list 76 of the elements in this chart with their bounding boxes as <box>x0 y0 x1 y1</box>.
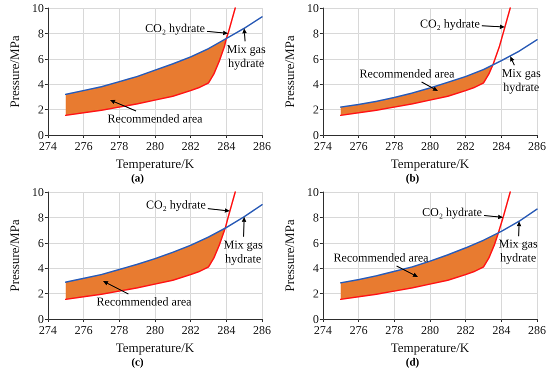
y-tick-label: 8 <box>312 26 319 40</box>
x-tick-label: 286 <box>528 139 546 153</box>
x-tick-label: 280 <box>420 323 439 337</box>
x-tick-label: 276 <box>350 323 368 337</box>
text: (c) <box>131 356 144 368</box>
annotation: CO₂ hydrate <box>422 204 482 219</box>
text: (a) <box>131 172 144 184</box>
x-tick-label: 284 <box>492 139 510 153</box>
y-tick-label: 0 <box>38 312 44 326</box>
x-tick-label: 282 <box>456 139 475 153</box>
y-axis-title: Pressure/MPa <box>282 35 297 108</box>
y-tick-label: 2 <box>312 102 319 117</box>
x-tick-label: 280 <box>146 139 164 153</box>
annotation: Mix gas hydrate <box>498 236 538 265</box>
y-axis-title: Pressure/MPa <box>7 35 22 108</box>
x-tick-label: 274 <box>38 139 57 153</box>
x-tick-label: 286 <box>528 323 546 337</box>
text: (b) <box>406 172 420 184</box>
annotation: Mix gas hydrate <box>226 42 266 70</box>
x-axis-title: Temperature/K <box>116 340 195 355</box>
y-tick-label: 2 <box>38 102 44 117</box>
annotation: CO₂ hydrate <box>145 20 206 35</box>
y-tick-label: 10 <box>306 1 319 15</box>
y-axis-title: Pressure/MPa <box>282 219 297 292</box>
text: (d) <box>406 356 420 368</box>
y-axis-title: Pressure/MPa <box>7 219 22 292</box>
x-tick-label: 280 <box>146 323 164 337</box>
y-tick-label: 8 <box>312 210 319 224</box>
x-tick-label: 276 <box>74 323 93 337</box>
y-tick-label: 6 <box>38 236 44 250</box>
annotation: Recommended area <box>334 250 430 264</box>
y-tick-label: 0 <box>312 128 319 142</box>
x-tick-label: 278 <box>385 323 404 337</box>
x-tick-label: 274 <box>314 323 332 337</box>
annotation: Mix gas hydrate <box>502 66 542 94</box>
x-tick-label: 282 <box>182 323 200 337</box>
y-tick-label: 0 <box>38 128 44 142</box>
x-tick-label: 278 <box>110 139 128 153</box>
x-tick-label: 276 <box>74 139 93 153</box>
annotation: CO₂ hydrate <box>146 198 206 212</box>
y-tick-label: 6 <box>38 52 44 66</box>
y-tick-label: 4 <box>312 261 319 276</box>
x-tick-label: 278 <box>110 323 128 337</box>
x-tick-label: 274 <box>314 139 332 153</box>
x-tick-label: 274 <box>38 323 57 337</box>
annotation: Mix gas hydrate <box>224 237 263 266</box>
annotation: CO₂ hydrate <box>420 16 480 31</box>
x-tick-label: 282 <box>182 139 200 153</box>
y-tick-label: 6 <box>312 236 319 250</box>
x-tick-label: 276 <box>350 139 368 153</box>
y-tick-label: 2 <box>312 286 319 301</box>
x-tick-label: 286 <box>253 323 271 337</box>
y-tick-label: 10 <box>306 185 319 199</box>
x-axis-title: Temperature/K <box>390 156 470 171</box>
annotation: Recommended area <box>360 66 456 80</box>
y-tick-label: 10 <box>32 185 44 199</box>
x-axis-title: Temperature/K <box>390 340 470 355</box>
x-axis-title: Temperature/K <box>116 156 195 171</box>
y-tick-label: 4 <box>38 261 44 276</box>
y-tick-label: 8 <box>38 210 44 224</box>
x-tick-label: 284 <box>217 139 236 153</box>
x-tick-label: 282 <box>456 323 475 337</box>
y-tick-label: 4 <box>312 77 319 92</box>
annotation: Recommended area <box>108 112 204 126</box>
x-tick-label: 278 <box>385 139 404 153</box>
y-tick-label: 8 <box>38 26 44 40</box>
y-tick-label: 2 <box>38 286 44 301</box>
x-tick-label: 286 <box>253 139 271 153</box>
x-tick-label: 284 <box>492 323 510 337</box>
x-tick-label: 280 <box>420 139 439 153</box>
y-tick-label: 4 <box>38 77 44 92</box>
y-tick-label: 10 <box>32 1 44 15</box>
y-tick-label: 0 <box>312 312 319 326</box>
x-tick-label: 284 <box>217 323 236 337</box>
y-tick-label: 6 <box>312 52 319 66</box>
annotation: Recommended area <box>96 294 192 308</box>
